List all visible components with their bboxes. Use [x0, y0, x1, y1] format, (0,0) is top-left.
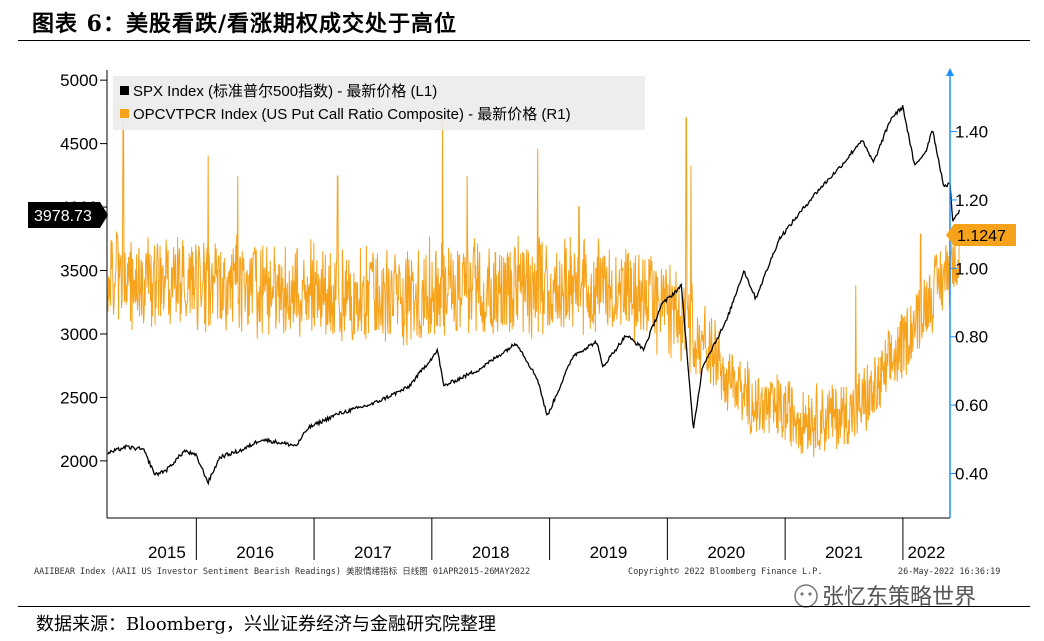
- right-tick-label: 1.00: [955, 259, 988, 278]
- right-tick-label: 1.20: [955, 191, 988, 210]
- x-tick-label: 2016: [236, 543, 274, 562]
- bloomberg-note-mid: Copyright© 2022 Bloomberg Finance L.P.: [628, 567, 822, 577]
- title-divider: [18, 40, 1030, 41]
- axes: [106, 68, 954, 519]
- x-tick-label: 2018: [472, 543, 510, 562]
- x-tick-label: 2019: [590, 543, 628, 562]
- left-tick-label: 2500: [60, 388, 98, 407]
- spx-last-value-tag: 3978.73: [28, 202, 108, 228]
- right-tick-label: 1.40: [955, 123, 988, 142]
- right-tick-label: 0.80: [955, 328, 988, 347]
- spx-last-value-bg: [28, 202, 108, 228]
- legend-label-pcr: OPCVTPCR Index (US Put Call Ratio Compos…: [133, 106, 571, 123]
- spx-last-value: 3978.73: [34, 208, 92, 225]
- wechat-icon-eye-right: [808, 592, 812, 596]
- footer-divider: [18, 606, 1030, 607]
- pcr-last-value-bg: [946, 224, 1016, 246]
- pcr-line: [107, 107, 960, 457]
- bloomberg-note-right: 26-May-2022 16:36:19: [898, 567, 1000, 577]
- x-tick-label: 2017: [354, 543, 392, 562]
- pcr-series: [107, 107, 960, 457]
- pcr-last-value: 1.1247: [957, 228, 1006, 245]
- legend-swatch-pcr: [120, 109, 129, 118]
- right-tick-label: 0.40: [955, 465, 988, 484]
- spx-series: [107, 105, 961, 486]
- legend: SPX Index (标准普尔500指数) - 最新价格 (L1) OPCVTP…: [113, 76, 645, 130]
- page-title: 图表 6：美股看跌/看涨期权成交处于高位: [32, 11, 458, 37]
- spx-line: [107, 105, 961, 486]
- pcr-last-value-tag: 1.1247: [946, 224, 1016, 246]
- left-tick-label: 3000: [60, 325, 98, 344]
- right-axis-arrow-icon: [946, 68, 954, 76]
- wechat-icon: [794, 584, 818, 608]
- watermark-text: 张忆东策略世界: [822, 585, 976, 610]
- left-tick-label: 5000: [60, 71, 98, 90]
- legend-label-spx: SPX Index (标准普尔500指数) - 最新价格 (L1): [133, 83, 437, 100]
- left-axis-ticks: 2000250030003500400045005000: [60, 71, 107, 471]
- x-tick-label: 2022: [908, 543, 946, 562]
- watermark: 张忆东策略世界: [794, 584, 976, 610]
- left-tick-label: 4500: [60, 135, 98, 154]
- right-tick-label: 0.60: [955, 396, 988, 415]
- left-tick-label: 3500: [60, 262, 98, 281]
- bloomberg-note-left: AAIIBEAR Index (AAII US Investor Sentime…: [34, 566, 530, 577]
- x-tick-label: 2015: [148, 543, 186, 562]
- right-axis-ticks: 0.40 0.60 0.80 1.00 1.20 1.40: [950, 123, 988, 484]
- wechat-icon-eye-left: [800, 592, 804, 596]
- x-tick-label: 2021: [825, 543, 863, 562]
- source-note: 数据来源：Bloomberg，兴业证券经济与金融研究院整理: [36, 614, 497, 635]
- left-tick-label: 2000: [60, 452, 98, 471]
- x-axis-ticks: 2015 2016 2017 2018 2019 2020 2021 2022: [148, 518, 945, 562]
- x-tick-label: 2020: [707, 543, 745, 562]
- legend-swatch-spx: [120, 86, 129, 95]
- legend-background: [113, 76, 645, 130]
